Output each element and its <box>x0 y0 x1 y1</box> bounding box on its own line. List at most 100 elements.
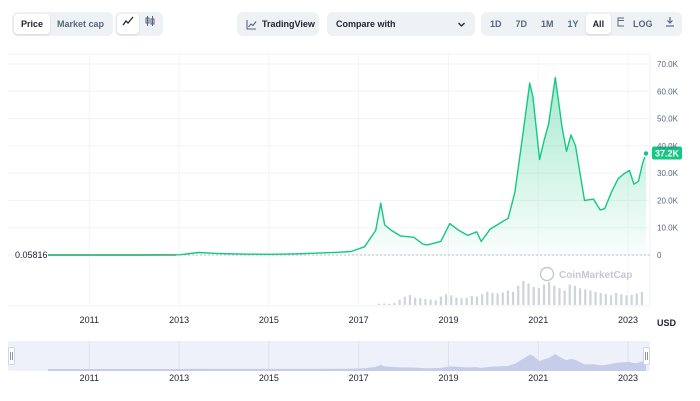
volume-bar <box>388 303 391 305</box>
compare-dropdown[interactable]: Compare with <box>327 12 475 36</box>
tradingview-button[interactable]: TradingView <box>237 12 319 36</box>
volume-bar <box>434 300 437 305</box>
log-toggle[interactable]: LOG <box>633 19 653 29</box>
navigator-x-tick-label: 2011 <box>79 373 99 383</box>
range-1m[interactable]: 1M <box>541 19 554 29</box>
volume-bar <box>444 294 448 305</box>
volume-bar <box>455 297 458 305</box>
y-tick-label: 0 <box>657 251 662 260</box>
volume-bar <box>640 291 644 305</box>
candlestick-icon <box>144 15 156 27</box>
volume-bar <box>403 296 406 305</box>
coinmarketcap-logo-icon <box>539 266 555 282</box>
x-axis: 2011 2013 2015 2017 2019 2021 2023 <box>80 315 638 325</box>
volume-bar <box>496 293 499 305</box>
navigator-area <box>48 354 646 371</box>
download-button[interactable] <box>660 14 680 34</box>
volume-bar <box>517 285 520 305</box>
navigator-x-tick-label: 2015 <box>258 373 279 383</box>
price-area <box>48 77 646 255</box>
navigator-x-tick-label: 2013 <box>169 373 190 383</box>
price-chart[interactable]: CoinMarketCap 0.05816 37.2K 70.0K 60.0K 50… <box>0 48 700 340</box>
volume-bar <box>450 295 453 305</box>
y-tick-label: 70.0K <box>657 60 679 69</box>
volume-bar <box>522 281 525 305</box>
x-tick-label: 2017 <box>349 315 369 325</box>
price-line <box>48 76 647 256</box>
x-tick-label: 2011 <box>80 315 99 325</box>
volume-bar <box>635 293 638 305</box>
volume-bar <box>568 284 571 305</box>
volume-bar <box>548 282 551 305</box>
range-7d[interactable]: 7D <box>515 19 528 29</box>
navigator-left-handle[interactable] <box>8 347 15 365</box>
navigator-x-tick-label: 2023 <box>618 373 639 383</box>
range-navigator[interactable] <box>8 341 650 371</box>
volume-bar <box>532 287 535 305</box>
volume-bar <box>511 291 515 305</box>
volume-bar <box>558 288 561 305</box>
volume-bar <box>506 290 510 305</box>
volume-bar <box>501 292 504 305</box>
x-tick-label: 2021 <box>528 315 548 325</box>
compare-label: Compare with <box>336 19 396 29</box>
current-price-label: 37.2K <box>655 148 680 158</box>
volume-bar <box>584 289 587 305</box>
volume-bar <box>460 298 463 305</box>
volume-bar <box>609 295 613 305</box>
volume-bar <box>625 295 628 305</box>
volume-bars <box>377 281 644 305</box>
tab-price[interactable]: Price <box>14 14 51 34</box>
y-tick-label: 40.0K <box>657 142 679 151</box>
volume-bar <box>475 296 479 305</box>
y-tick-label: 10.0K <box>657 224 679 233</box>
current-price-dot <box>642 149 650 158</box>
tradingview-label: TradingView <box>262 19 315 29</box>
volume-bar <box>573 285 577 305</box>
volume-bar <box>424 299 427 305</box>
tab-market-cap[interactable]: Market cap <box>57 19 105 29</box>
x-tick-label: 2013 <box>169 315 189 325</box>
x-tick-label: 2019 <box>438 315 458 325</box>
range-1d[interactable]: 1D <box>490 19 502 29</box>
navigator-x-tick-label: 2021 <box>528 373 549 383</box>
volume-bar <box>408 294 412 305</box>
volume-bar <box>486 291 489 305</box>
volume-bar <box>393 303 396 305</box>
x-tick-label: 2023 <box>618 315 638 325</box>
chart-type-toggle <box>115 12 163 36</box>
range-1y[interactable]: 1Y <box>567 19 579 29</box>
watermark: CoinMarketCap <box>539 266 632 282</box>
tradingview-chart-icon <box>246 19 257 30</box>
metric-toggle: Price Market cap <box>12 12 114 36</box>
volume-bar <box>594 291 597 305</box>
volume-bar <box>491 293 494 305</box>
start-price-label: 0.05816 <box>15 250 48 260</box>
volume-bar <box>630 294 633 305</box>
chart-grid <box>8 53 651 307</box>
navigator-x-axis: 2011 2013 2015 2017 2019 2021 2023 <box>0 373 700 387</box>
navigator-right-handle[interactable] <box>643 347 650 365</box>
volume-bar <box>377 303 381 305</box>
range-all[interactable]: All <box>585 14 612 34</box>
y-tick-label: 30.0K <box>657 169 679 178</box>
chevron-down-icon <box>457 20 466 29</box>
watermark-text: CoinMarketCap <box>559 270 632 281</box>
line-chart-button[interactable] <box>117 14 139 34</box>
volume-bar <box>615 293 618 305</box>
current-price-badge <box>652 146 682 160</box>
y-tick-label: 60.0K <box>657 87 679 96</box>
volume-bar <box>563 290 566 305</box>
y-tick-label: 20.0K <box>657 196 679 205</box>
volume-bar <box>553 285 556 305</box>
range-toggle: 1D 7D 1M 1Y All <box>481 12 637 36</box>
volume-bar <box>578 288 582 305</box>
navigator-x-tick-label: 2017 <box>348 373 369 383</box>
volume-bar <box>465 297 468 305</box>
volume-bar <box>414 297 417 305</box>
volume-bar <box>620 294 623 305</box>
volume-bar <box>429 299 432 305</box>
volume-bar <box>419 298 422 305</box>
volume-bar <box>481 294 484 305</box>
candlestick-button[interactable] <box>139 14 161 34</box>
